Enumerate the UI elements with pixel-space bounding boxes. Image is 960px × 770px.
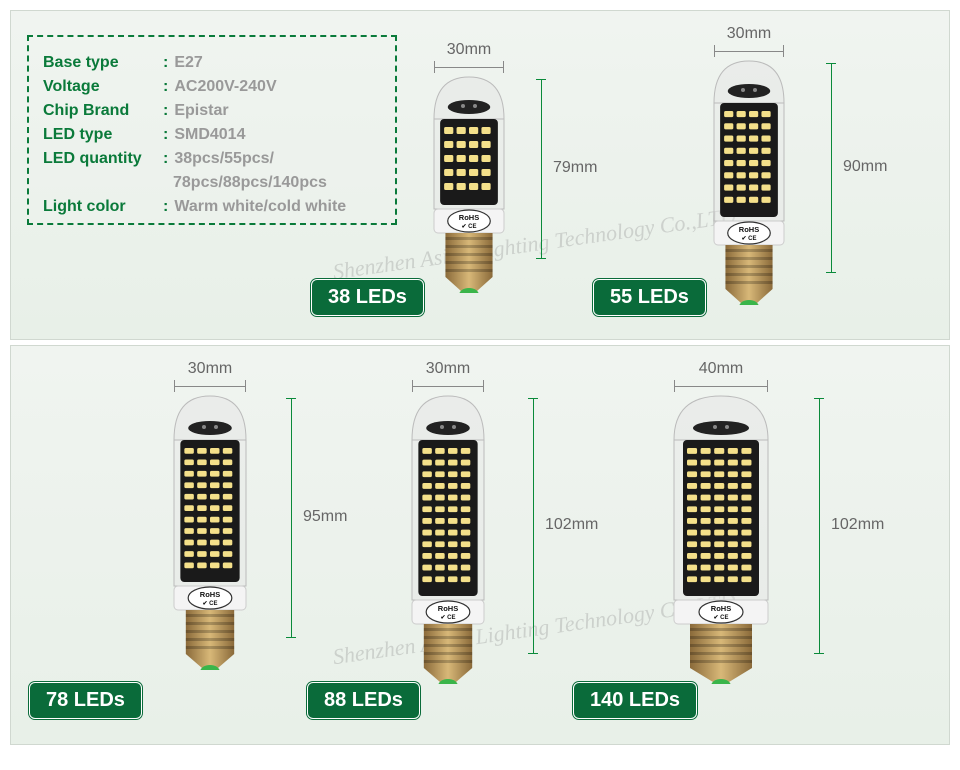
- bulb-b38: 30mm RoHS✔ CE 79mm: [431, 41, 507, 298]
- width-dimension-label: 30mm: [431, 41, 507, 59]
- bottom-panel: Shenzhen Asign Lighting Technology Co.,L…: [10, 345, 950, 745]
- height-dimension-line: [533, 398, 534, 654]
- height-dimension-label: 79mm: [553, 159, 597, 177]
- top-panel: Base type:E27 Voltage:AC200V-240V Chip B…: [10, 10, 950, 340]
- spec-row: Base type:E27: [43, 51, 381, 75]
- width-dimension-label: 30mm: [409, 360, 487, 378]
- height-dimension-label: 90mm: [843, 158, 887, 176]
- width-dimension-label: 30mm: [171, 360, 249, 378]
- svg-text:RoHS: RoHS: [739, 225, 759, 234]
- spec-label: LED quantity: [43, 147, 163, 171]
- spec-label: Light color: [43, 195, 163, 219]
- spec-label: Chip Brand: [43, 99, 163, 123]
- bulb-b140: 40mm RoHS✔ CE 102mm: [671, 360, 771, 689]
- svg-text:RoHS: RoHS: [438, 604, 458, 613]
- led-count-badge: 38 LEDs: [311, 279, 424, 316]
- spec-row: LED quantity:38pcs/55pcs/: [43, 147, 381, 171]
- spec-value: AC200V-240V: [174, 75, 276, 99]
- svg-text:✔ CE: ✔ CE: [741, 236, 756, 242]
- svg-text:RoHS: RoHS: [711, 604, 731, 613]
- svg-text:✔ CE: ✔ CE: [713, 615, 728, 621]
- spec-value-continued: 78pcs/88pcs/140pcs: [43, 171, 381, 195]
- svg-text:✔ CE: ✔ CE: [202, 601, 217, 607]
- height-dimension-label: 95mm: [303, 508, 347, 526]
- height-dimension-line: [541, 79, 542, 259]
- width-dimension-label: 30mm: [711, 25, 787, 43]
- spec-row: Light color:Warm white/cold white: [43, 195, 381, 219]
- spec-value: SMD4014: [174, 123, 245, 147]
- svg-text:RoHS: RoHS: [459, 213, 479, 222]
- height-dimension-line: [831, 63, 832, 273]
- spec-row: LED type:SMD4014: [43, 123, 381, 147]
- bulb-graphic: RoHS✔ CE 95mm: [171, 392, 249, 675]
- bulb-b78: 30mm RoHS✔ CE 95mm: [171, 360, 249, 675]
- spec-label: Base type: [43, 51, 163, 75]
- bulb-graphic: RoHS✔ CE 90mm: [711, 57, 787, 310]
- spec-value: Epistar: [174, 99, 228, 123]
- spec-value: 38pcs/55pcs/: [174, 147, 274, 171]
- bulb-b88: 30mm RoHS✔ CE 102mm: [409, 360, 487, 689]
- bulb-graphic: RoHS✔ CE 79mm: [431, 73, 507, 298]
- width-bracket: [674, 380, 768, 390]
- spec-label: Voltage: [43, 75, 163, 99]
- spec-label: LED type: [43, 123, 163, 147]
- width-dimension-label: 40mm: [671, 360, 771, 378]
- height-dimension-label: 102mm: [831, 516, 884, 534]
- led-count-badge: 88 LEDs: [307, 682, 420, 719]
- spec-value: E27: [174, 51, 202, 75]
- width-bracket: [412, 380, 484, 390]
- svg-text:✔ CE: ✔ CE: [461, 224, 476, 230]
- height-dimension-line: [819, 398, 820, 654]
- spec-value: Warm white/cold white: [174, 195, 346, 219]
- width-bracket: [714, 45, 784, 55]
- led-count-badge: 55 LEDs: [593, 279, 706, 316]
- bulb-b55: 30mm RoHS✔ CE 90mm: [711, 25, 787, 310]
- led-count-badge: 140 LEDs: [573, 682, 697, 719]
- width-bracket: [434, 61, 504, 71]
- height-dimension-label: 102mm: [545, 516, 598, 534]
- spec-row: Voltage:AC200V-240V: [43, 75, 381, 99]
- spec-row: Chip Brand:Epistar: [43, 99, 381, 123]
- bulb-graphic: RoHS✔ CE 102mm: [409, 392, 487, 689]
- svg-text:RoHS: RoHS: [200, 590, 220, 599]
- height-dimension-line: [291, 398, 292, 638]
- bulb-graphic: RoHS✔ CE 102mm: [671, 392, 771, 689]
- spec-box: Base type:E27 Voltage:AC200V-240V Chip B…: [27, 35, 397, 225]
- led-count-badge: 78 LEDs: [29, 682, 142, 719]
- svg-text:✔ CE: ✔ CE: [440, 615, 455, 621]
- width-bracket: [174, 380, 246, 390]
